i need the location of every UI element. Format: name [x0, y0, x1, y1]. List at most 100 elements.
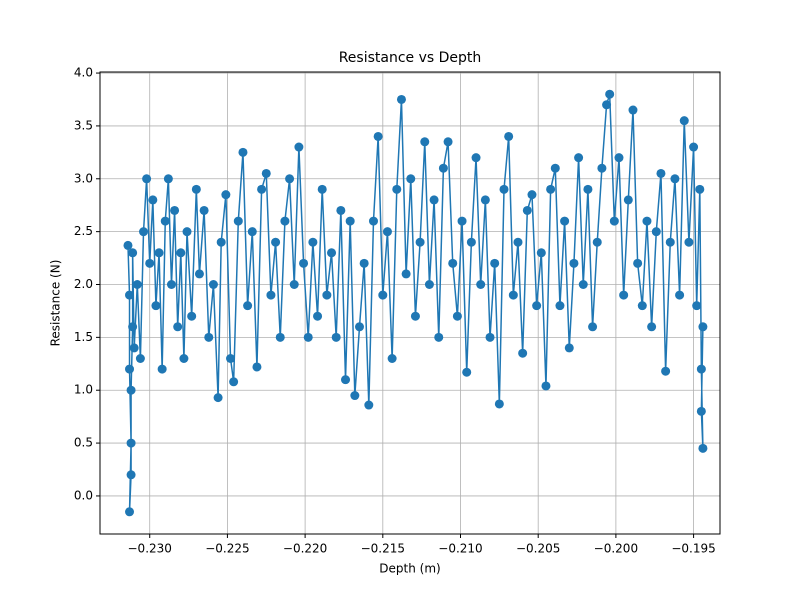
- marker: [135, 354, 145, 364]
- y-tick-label: 4.0: [74, 66, 93, 80]
- marker: [182, 227, 192, 237]
- marker: [466, 237, 476, 247]
- marker: [522, 205, 532, 215]
- marker: [176, 248, 186, 258]
- marker: [145, 258, 155, 268]
- x-tick-label: −0.215: [361, 542, 405, 556]
- marker: [368, 216, 378, 226]
- marker: [125, 507, 135, 517]
- marker: [485, 332, 495, 342]
- marker: [438, 163, 448, 173]
- marker: [532, 301, 542, 311]
- marker: [569, 258, 579, 268]
- marker: [373, 131, 383, 141]
- y-tick-label: 3.0: [74, 171, 93, 185]
- x-tick-label: −0.195: [671, 542, 715, 556]
- marker: [457, 216, 467, 226]
- marker: [213, 393, 223, 403]
- marker: [480, 195, 490, 205]
- marker: [499, 184, 509, 194]
- marker: [574, 153, 584, 163]
- marker: [609, 216, 619, 226]
- y-axis-label: Resistance (N): [49, 260, 63, 347]
- x-tick-label: −0.210: [438, 542, 482, 556]
- y-tick-label: 1.5: [74, 330, 93, 344]
- marker: [651, 227, 661, 237]
- marker: [656, 168, 666, 178]
- marker: [289, 279, 299, 289]
- marker: [221, 190, 231, 200]
- marker: [187, 311, 197, 321]
- marker: [327, 248, 337, 258]
- marker: [578, 279, 588, 289]
- marker: [364, 400, 374, 410]
- marker: [204, 332, 214, 342]
- marker: [415, 237, 425, 247]
- marker: [345, 216, 355, 226]
- marker: [123, 240, 133, 250]
- marker: [684, 237, 694, 247]
- marker: [151, 301, 161, 311]
- marker: [226, 354, 236, 364]
- marker: [285, 174, 295, 184]
- marker: [299, 258, 309, 268]
- marker: [194, 269, 204, 279]
- marker: [564, 343, 574, 353]
- marker: [208, 279, 218, 289]
- marker: [696, 406, 706, 416]
- marker: [689, 142, 699, 152]
- marker: [216, 237, 226, 247]
- marker: [518, 348, 528, 358]
- marker: [420, 137, 430, 147]
- marker: [238, 147, 248, 157]
- marker: [247, 227, 257, 237]
- marker: [670, 174, 680, 184]
- marker: [382, 227, 392, 237]
- marker: [696, 364, 706, 374]
- marker: [166, 279, 176, 289]
- marker: [336, 205, 346, 215]
- marker: [555, 301, 565, 311]
- marker: [637, 301, 647, 311]
- marker: [139, 227, 149, 237]
- marker: [275, 332, 285, 342]
- marker: [252, 362, 262, 372]
- marker: [148, 195, 158, 205]
- x-tick-label: −0.200: [594, 542, 638, 556]
- marker: [605, 89, 615, 99]
- marker: [125, 290, 135, 300]
- marker: [623, 195, 633, 205]
- x-tick-label: −0.230: [128, 542, 172, 556]
- marker: [642, 216, 652, 226]
- marker: [527, 190, 537, 200]
- y-tick-label: 0.0: [74, 488, 93, 502]
- marker: [350, 391, 360, 401]
- marker: [257, 184, 267, 194]
- marker: [647, 322, 657, 332]
- marker: [157, 364, 167, 374]
- marker: [471, 153, 481, 163]
- marker: [160, 216, 170, 226]
- marker: [614, 153, 624, 163]
- marker: [331, 332, 341, 342]
- marker: [692, 301, 702, 311]
- marker: [163, 174, 173, 184]
- marker: [508, 290, 518, 300]
- marker: [546, 184, 556, 194]
- marker: [199, 205, 209, 215]
- marker: [261, 168, 271, 178]
- marker: [504, 131, 514, 141]
- marker: [448, 258, 458, 268]
- marker: [126, 438, 136, 448]
- marker: [410, 311, 420, 321]
- marker: [294, 142, 304, 152]
- marker: [125, 364, 135, 374]
- marker: [513, 237, 523, 247]
- marker: [322, 290, 332, 300]
- marker: [179, 354, 189, 364]
- marker: [679, 116, 689, 126]
- marker: [341, 375, 351, 385]
- marker: [387, 354, 397, 364]
